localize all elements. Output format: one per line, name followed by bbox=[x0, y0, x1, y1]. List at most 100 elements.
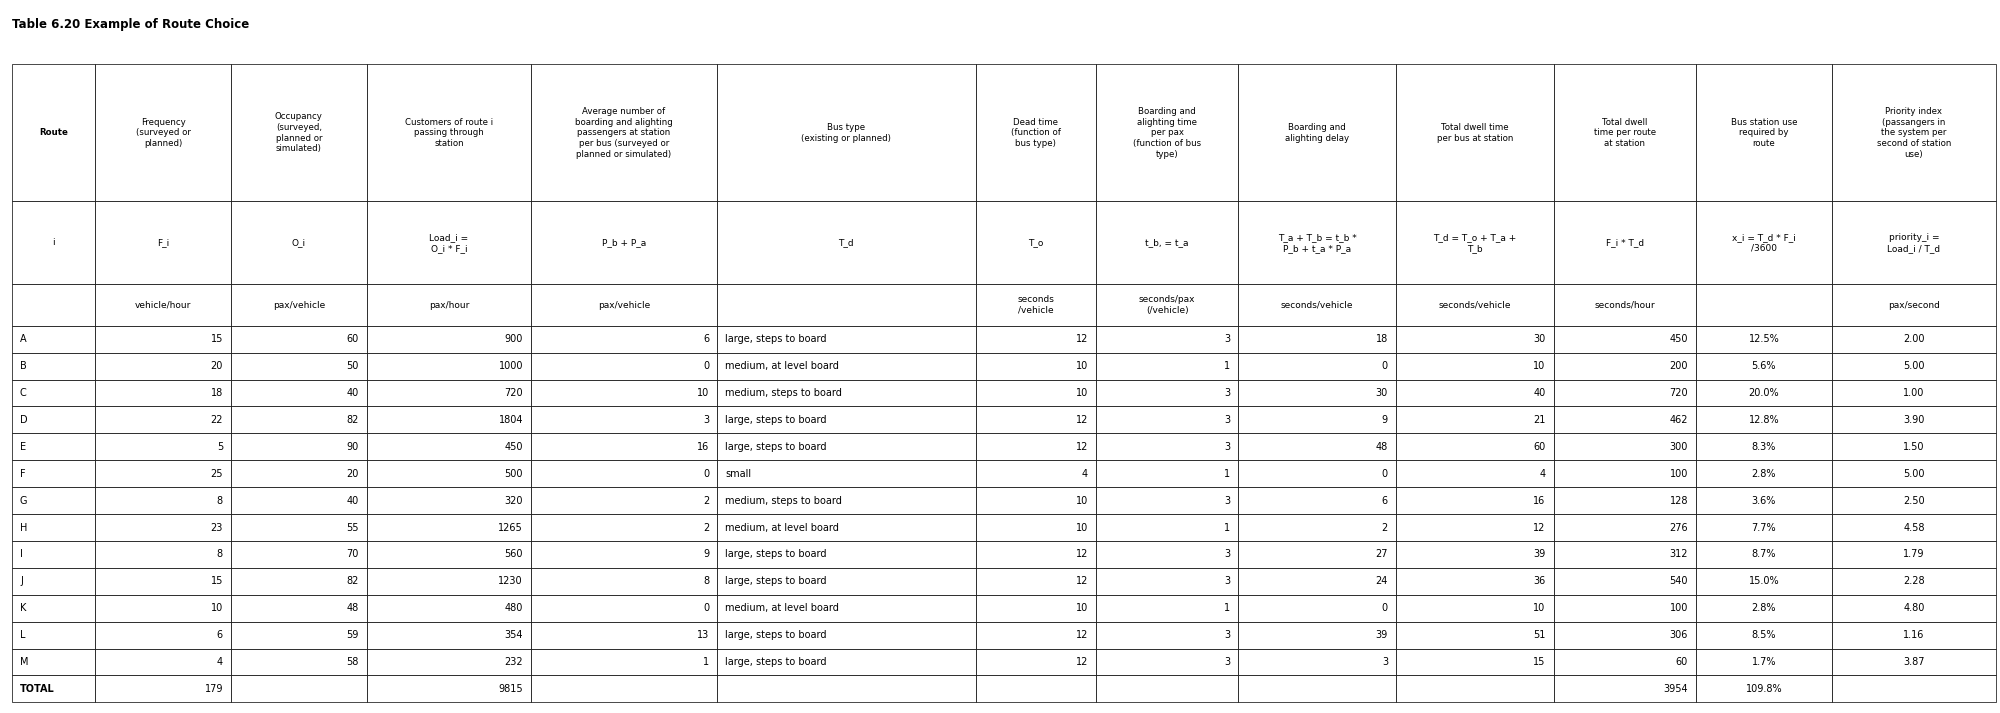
Text: 200: 200 bbox=[1670, 361, 1688, 371]
Text: 1: 1 bbox=[1224, 523, 1230, 533]
Text: 48: 48 bbox=[1376, 442, 1388, 452]
Text: 0: 0 bbox=[1382, 361, 1388, 371]
Bar bbox=[366, 201, 530, 284]
Bar bbox=[230, 487, 366, 514]
Bar bbox=[230, 514, 366, 541]
Text: pax/hour: pax/hour bbox=[428, 301, 470, 309]
Bar bbox=[1396, 514, 1554, 541]
Bar bbox=[12, 675, 96, 702]
Bar bbox=[718, 406, 976, 434]
Text: 4: 4 bbox=[1082, 468, 1088, 478]
Bar bbox=[1832, 675, 1996, 702]
Bar bbox=[366, 622, 530, 649]
Bar bbox=[1554, 541, 1696, 568]
Bar bbox=[1554, 595, 1696, 622]
Text: 18: 18 bbox=[1376, 334, 1388, 344]
Bar bbox=[1554, 568, 1696, 595]
Bar bbox=[366, 675, 530, 702]
Text: 27: 27 bbox=[1376, 550, 1388, 560]
Text: 8.7%: 8.7% bbox=[1752, 550, 1776, 560]
Bar bbox=[96, 675, 230, 702]
Text: 1: 1 bbox=[704, 657, 710, 667]
Bar bbox=[12, 434, 96, 461]
Bar bbox=[976, 326, 1096, 353]
Bar bbox=[1396, 461, 1554, 487]
Bar bbox=[976, 461, 1096, 487]
Text: 179: 179 bbox=[204, 684, 222, 694]
Text: large, steps to board: large, steps to board bbox=[726, 576, 826, 586]
Text: 3: 3 bbox=[1224, 550, 1230, 560]
Text: 18: 18 bbox=[210, 388, 222, 398]
Bar bbox=[1832, 64, 1996, 201]
Text: 3.90: 3.90 bbox=[1904, 415, 1924, 425]
Text: 82: 82 bbox=[346, 576, 358, 586]
Bar bbox=[976, 541, 1096, 568]
Text: 4: 4 bbox=[1540, 468, 1546, 478]
Text: 39: 39 bbox=[1376, 630, 1388, 640]
Text: pax/second: pax/second bbox=[1888, 301, 1940, 309]
Bar bbox=[1096, 326, 1238, 353]
Text: Average number of
boarding and alighting
passengers at station
per bus (surveyed: Average number of boarding and alighting… bbox=[576, 107, 672, 159]
Text: 1230: 1230 bbox=[498, 576, 522, 586]
Bar bbox=[1096, 675, 1238, 702]
Bar bbox=[1096, 284, 1238, 326]
Text: 480: 480 bbox=[504, 603, 522, 613]
Text: Frequency
(surveyed or
planned): Frequency (surveyed or planned) bbox=[136, 118, 190, 148]
Bar bbox=[1696, 434, 1832, 461]
Bar bbox=[1396, 568, 1554, 595]
Text: 6: 6 bbox=[1382, 496, 1388, 506]
Text: 4: 4 bbox=[216, 657, 222, 667]
Bar bbox=[1238, 487, 1396, 514]
Bar bbox=[718, 568, 976, 595]
Text: 0: 0 bbox=[1382, 468, 1388, 478]
Bar bbox=[12, 201, 96, 284]
Bar bbox=[1832, 326, 1996, 353]
Bar bbox=[1396, 622, 1554, 649]
Text: Total dwell
time per route
at station: Total dwell time per route at station bbox=[1594, 118, 1656, 148]
Text: pax/vehicle: pax/vehicle bbox=[598, 301, 650, 309]
Text: 3.87: 3.87 bbox=[1904, 657, 1924, 667]
Text: 300: 300 bbox=[1670, 442, 1688, 452]
Bar bbox=[530, 541, 718, 568]
Text: T_a + T_b = t_b *
P_b + t_a * P_a: T_a + T_b = t_b * P_b + t_a * P_a bbox=[1278, 233, 1356, 252]
Bar bbox=[366, 487, 530, 514]
Bar bbox=[1554, 461, 1696, 487]
Text: 20: 20 bbox=[210, 361, 222, 371]
Text: B: B bbox=[20, 361, 26, 371]
Text: 1.50: 1.50 bbox=[1904, 442, 1924, 452]
Bar bbox=[366, 353, 530, 379]
Bar bbox=[1554, 379, 1696, 406]
Bar bbox=[1396, 434, 1554, 461]
Bar bbox=[718, 514, 976, 541]
Bar bbox=[718, 64, 976, 201]
Text: 720: 720 bbox=[504, 388, 522, 398]
Bar bbox=[530, 379, 718, 406]
Text: 3: 3 bbox=[1224, 630, 1230, 640]
Bar bbox=[1832, 201, 1996, 284]
Bar bbox=[366, 649, 530, 675]
Bar bbox=[718, 353, 976, 379]
Bar bbox=[1832, 461, 1996, 487]
Text: 1804: 1804 bbox=[498, 415, 522, 425]
Text: Total dwell time
per bus at station: Total dwell time per bus at station bbox=[1436, 123, 1514, 143]
Text: large, steps to board: large, steps to board bbox=[726, 334, 826, 344]
Bar bbox=[12, 379, 96, 406]
Bar bbox=[96, 595, 230, 622]
Text: 2: 2 bbox=[702, 496, 710, 506]
Text: 90: 90 bbox=[346, 442, 358, 452]
Text: 58: 58 bbox=[346, 657, 358, 667]
Bar bbox=[976, 622, 1096, 649]
Text: O_i: O_i bbox=[292, 238, 306, 247]
Text: F_i * T_d: F_i * T_d bbox=[1606, 238, 1644, 247]
Text: 36: 36 bbox=[1534, 576, 1546, 586]
Text: L: L bbox=[20, 630, 26, 640]
Text: 8: 8 bbox=[704, 576, 710, 586]
Bar bbox=[1554, 284, 1696, 326]
Text: 60: 60 bbox=[1676, 657, 1688, 667]
Bar bbox=[1096, 64, 1238, 201]
Text: P_b + P_a: P_b + P_a bbox=[602, 238, 646, 247]
Bar bbox=[718, 284, 976, 326]
Bar bbox=[1238, 595, 1396, 622]
Bar bbox=[718, 649, 976, 675]
Bar bbox=[1396, 406, 1554, 434]
